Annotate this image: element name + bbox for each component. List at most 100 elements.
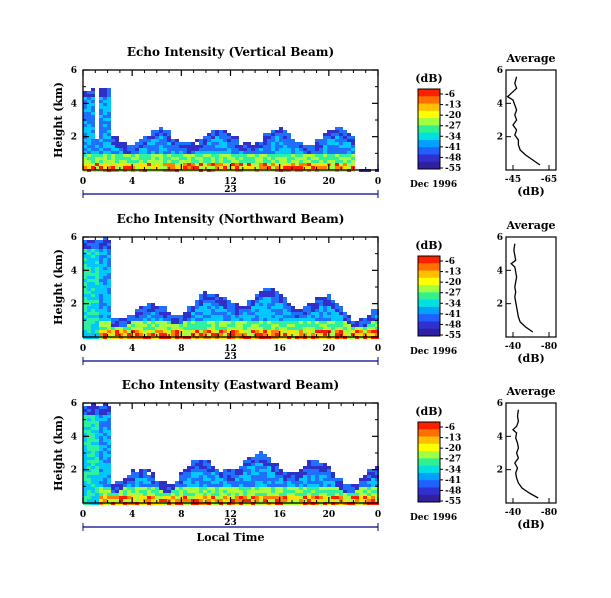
heatmap-cell [103,91,107,94]
heatmap-cell [99,106,103,109]
heatmap-cell [103,433,107,436]
heatmap-cell [323,475,327,478]
heatmap-cell [227,148,231,151]
heatmap-cell [99,264,103,267]
heatmap-cell [87,306,91,309]
heatmap-cell [91,469,95,472]
heatmap-cell [303,318,307,321]
heatmap-cell [91,291,95,294]
heatmap-cell [359,496,363,499]
heatmap-cell [151,130,155,133]
heatmap-cell [311,303,315,306]
heatmap-cell [103,94,107,97]
heatmap-cell [95,430,99,433]
heatmap-cell [159,157,163,160]
heatmap-cell [223,148,227,151]
heatmap-cell [331,130,335,133]
heatmap-cell [115,481,119,484]
heatmap-cell [187,472,191,475]
heatmap-cell [99,252,103,255]
heatmap-cell [331,309,335,312]
heatmap-cell [227,154,231,157]
heatmap-cell [99,418,103,421]
heatmap-cell [107,258,111,261]
heatmap-cell [87,466,91,469]
heatmap-cell [135,472,139,475]
colorbar-label: -20 [445,444,461,454]
heatmap-cell [143,151,147,154]
heatmap-cell [239,472,243,475]
heatmap-cell [203,490,207,493]
heatmap-cell [167,148,171,151]
heatmap-cell [311,321,315,324]
average-y-tick-label: 4 [497,266,503,276]
colorbar-segment [418,285,440,293]
heatmap-cell [275,315,279,318]
heatmap-cell [83,475,87,478]
heatmap-cell [231,493,235,496]
heatmap-cell [287,333,291,336]
heatmap-cell [83,481,87,484]
heatmap-cell [103,163,107,166]
heatmap-cell [359,318,363,321]
heatmap-cell [339,160,343,163]
heatmap-cell [91,478,95,481]
heatmap-cell [271,154,275,157]
heatmap-cell [203,160,207,163]
x-tick-label: 16 [273,177,286,187]
heatmap-cell [327,142,331,145]
heatmap-cell [87,100,91,103]
heatmap-cell [243,166,247,169]
heatmap-cell [271,309,275,312]
heatmap-cell [87,160,91,163]
heatmap-cell [171,330,175,333]
heatmap-cell [151,327,155,330]
heatmap-cell [251,478,255,481]
heatmap-cell [103,276,107,279]
heatmap-cell [287,145,291,148]
heatmap-cell [103,151,107,154]
heatmap-cell [243,499,247,502]
heatmap-cell [227,472,231,475]
heatmap-cell [151,333,155,336]
heatmap-cell [291,148,295,151]
heatmap-cell [163,145,167,148]
heatmap-cell [267,321,271,324]
heatmap-cell [123,324,127,327]
heatmap-cell [227,306,231,309]
heatmap-cell [119,490,123,493]
heatmap-cell [267,484,271,487]
heatmap-cell [107,273,111,276]
heatmap-cell [103,421,107,424]
heatmap-cell [311,312,315,315]
heatmap-cell [147,324,151,327]
heatmap-cell [347,330,351,333]
heatmap-cell [171,321,175,324]
heatmap-cell [175,154,179,157]
heatmap-cell [259,333,263,336]
heatmap-cell [279,154,283,157]
heatmap-cell [331,148,335,151]
heatmap-cell [251,490,255,493]
heatmap-cell [339,142,343,145]
heatmap-cell [119,327,123,330]
heatmap-cell [311,148,315,151]
colorbar-label: -34 [445,465,461,475]
heatmap-cell [203,333,207,336]
heatmap-cell [219,133,223,136]
heatmap-cell [91,109,95,112]
heatmap-cell [167,133,171,136]
heatmap-cell [227,481,231,484]
colorbar-segment [418,443,440,452]
heatmap-cell [275,163,279,166]
heatmap-cell [191,330,195,333]
heatmap-cell [299,154,303,157]
heatmap-cell [175,499,179,502]
heatmap-cell [251,472,255,475]
heatmap-cell [171,496,175,499]
heatmap-cell [183,157,187,160]
heatmap-cell [215,327,219,330]
heatmap-cell [343,321,347,324]
heatmap-cell [371,324,375,327]
heatmap-cell [219,154,223,157]
